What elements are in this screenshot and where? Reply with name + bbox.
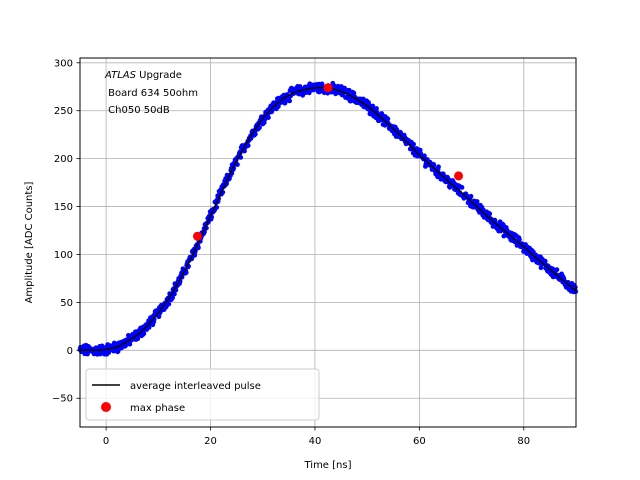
- y-tick-label: 150: [54, 202, 73, 213]
- sample-point: [287, 98, 292, 104]
- sample-point: [245, 143, 251, 149]
- sample-point: [554, 267, 560, 273]
- sample-point: [411, 141, 416, 147]
- annotation: ATLAS Upgrade Board 634 50ohm Ch050 50dB: [104, 70, 198, 116]
- sample-point: [542, 258, 548, 264]
- y-tick-label: −50: [52, 394, 73, 405]
- sample-point: [468, 193, 474, 199]
- y-tick-label: 50: [60, 298, 73, 309]
- y-tick-label: 250: [54, 106, 73, 117]
- y-axis-ticks: −50 0 50 100 150 200 250 300: [52, 58, 80, 405]
- legend-box: [85, 368, 320, 421]
- sample-point: [436, 164, 441, 170]
- sample-point: [170, 295, 176, 301]
- y-tick-label: 200: [54, 154, 73, 165]
- x-axis-label: Time [ns]: [303, 460, 351, 471]
- legend-label-average: average interleaved pulse: [130, 381, 261, 392]
- sample-point: [156, 314, 162, 320]
- sample-point: [517, 237, 522, 243]
- sample-point: [172, 291, 177, 297]
- legend: average interleaved pulse max phase: [85, 368, 320, 421]
- max-phase-point: [323, 83, 333, 93]
- y-axis-label: Amplitude [ADC Counts]: [24, 181, 35, 303]
- sample-point: [487, 211, 493, 217]
- sample-point: [127, 341, 133, 347]
- sample-point: [385, 116, 391, 122]
- max-phase-points: [192, 83, 464, 241]
- annotation-board: Board 634 50ohm: [105, 88, 198, 99]
- x-tick-label: 0: [103, 436, 109, 447]
- y-tick-label: 0: [67, 346, 73, 357]
- annotation-channel: Ch050 50dB: [105, 105, 170, 116]
- legend-label-max-phase: max phase: [130, 403, 185, 414]
- x-tick-label: 60: [413, 436, 426, 447]
- annotation-upgrade: Upgrade: [136, 70, 182, 81]
- sample-point: [459, 185, 465, 190]
- plot-frame: [79, 57, 577, 428]
- sample-point: [166, 301, 172, 307]
- sample-point: [266, 115, 271, 120]
- sample-point: [141, 331, 147, 336]
- svg-text:ATLAS Upgrade: ATLAS Upgrade: [104, 70, 182, 81]
- x-tick-label: 80: [517, 436, 530, 447]
- sample-point: [374, 106, 379, 111]
- y-tick-label: 300: [54, 58, 73, 69]
- x-tick-label: 20: [204, 436, 217, 447]
- sample-point: [257, 125, 262, 130]
- y-tick-label: 100: [54, 250, 73, 261]
- sample-point: [135, 336, 141, 342]
- x-tick-label: 40: [309, 436, 322, 447]
- max-phase-point: [454, 171, 464, 181]
- legend-marker-swatch: [101, 402, 111, 412]
- sample-point: [538, 265, 544, 271]
- annotation-atlas: ATLAS: [104, 70, 137, 81]
- x-axis-ticks: 0 20 40 60 80: [103, 427, 530, 447]
- sample-point: [370, 103, 376, 109]
- sample-point: [252, 131, 258, 137]
- max-phase-point: [192, 231, 202, 241]
- sample-point: [351, 90, 357, 96]
